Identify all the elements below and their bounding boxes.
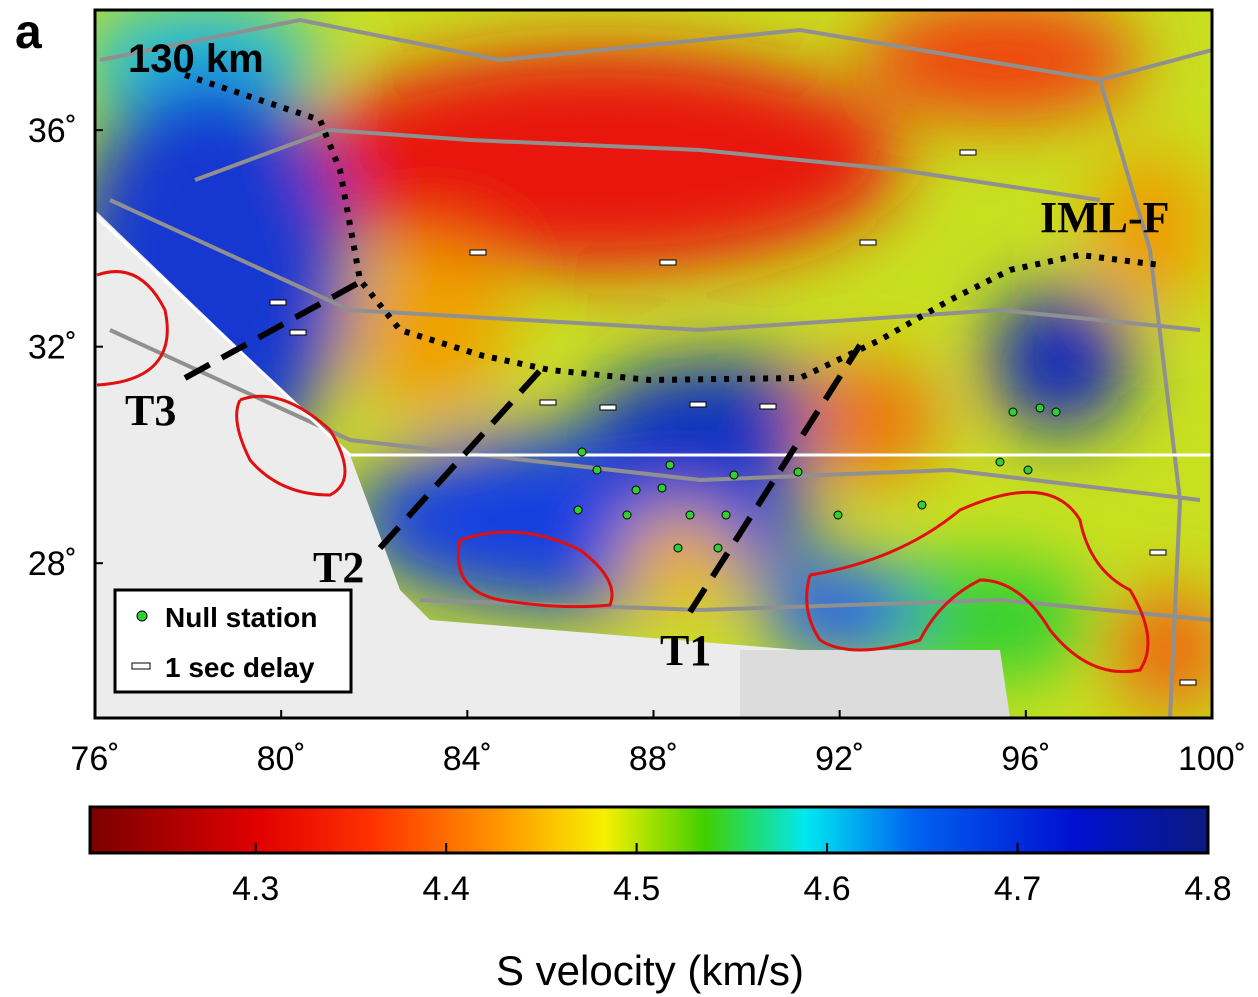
annotation: T2 (313, 543, 364, 592)
colorbar-tick-label: 4.8 (1184, 870, 1231, 908)
annotation: IML-F (1040, 193, 1170, 242)
x-tick-label: 100˚ (1178, 740, 1246, 778)
annotation: T3 (125, 386, 176, 435)
y-tick-label: 28˚ (28, 545, 77, 583)
x-tick-label: 80˚ (257, 740, 306, 778)
colorbar-tick-label: 4.4 (423, 870, 470, 908)
colorbar (90, 807, 1208, 853)
panel-label: a (15, 6, 42, 59)
legend-label: Null station (165, 602, 317, 633)
figure: 130 km IML-F T3 T2 T1 Null station 1 sec… (0, 0, 1258, 997)
legend: Null station 1 sec delay (115, 590, 351, 692)
annotation: T1 (660, 626, 711, 675)
x-tick-label: 76˚ (70, 740, 119, 778)
colorbar-tick-label: 4.6 (803, 870, 850, 908)
x-tick-label: 92˚ (815, 740, 864, 778)
colorbar-tick-label: 4.5 (613, 870, 660, 908)
x-tick-label: 96˚ (1001, 740, 1050, 778)
colorbar-label: S velocity (km/s) (496, 947, 804, 994)
colorbar-tick-label: 4.3 (232, 870, 279, 908)
annotation: 130 km (128, 37, 264, 81)
legend-label: 1 sec delay (165, 652, 315, 683)
x-tick-label: 88˚ (629, 740, 678, 778)
y-tick-label: 36˚ (28, 112, 77, 150)
x-tick-label: 84˚ (443, 740, 492, 778)
y-tick-label: 32˚ (28, 329, 77, 367)
colorbar-tick-label: 4.7 (994, 870, 1041, 908)
